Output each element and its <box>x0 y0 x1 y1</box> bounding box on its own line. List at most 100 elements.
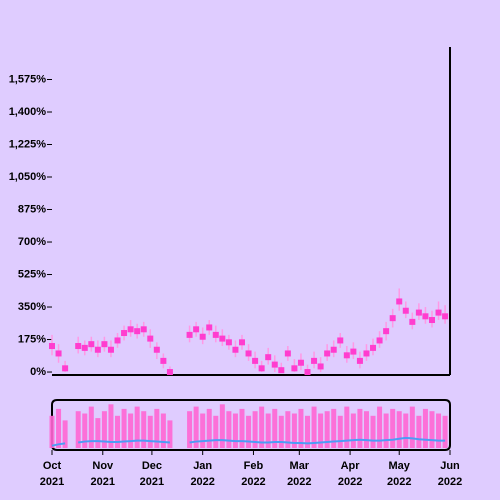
y-tick-label: 175% <box>18 333 46 345</box>
candle <box>442 313 449 320</box>
candle <box>121 330 128 337</box>
volume-bar <box>167 420 173 448</box>
volume-ma-line <box>78 439 170 444</box>
y-tick-label: 1,225% <box>9 138 47 150</box>
volume-bar <box>239 408 245 448</box>
candle <box>350 348 357 355</box>
candle <box>265 354 272 361</box>
volume-bar <box>154 408 160 448</box>
x-tick-label: May 2022 <box>387 460 411 488</box>
candle <box>409 318 416 325</box>
x-tick-label: Mar 2022 <box>287 460 311 488</box>
volume-bar <box>246 415 252 448</box>
candle <box>363 350 370 357</box>
volume-bar <box>409 406 415 448</box>
candle <box>415 309 422 316</box>
candle <box>330 346 337 353</box>
candle <box>199 333 206 340</box>
candle <box>291 365 298 372</box>
candle <box>271 361 278 368</box>
x-tick-label: Nov 2021 <box>91 460 115 488</box>
candle <box>107 346 114 353</box>
candle <box>219 335 226 342</box>
volume-bar <box>200 413 206 448</box>
candle <box>383 328 390 335</box>
volume-bar <box>252 411 258 448</box>
volume-bar <box>416 415 422 448</box>
volume-bar <box>265 413 271 448</box>
candle <box>297 359 304 366</box>
volume-bar <box>121 408 127 448</box>
y-tick-label: 1,400% <box>9 106 47 118</box>
volume-bar <box>219 404 225 448</box>
candle <box>337 337 344 344</box>
volume-bar <box>357 408 363 448</box>
volume-bar <box>141 411 147 448</box>
volume-bar <box>422 408 428 448</box>
volume-bar <box>213 415 219 448</box>
candle <box>252 357 259 364</box>
volume-bar <box>115 415 121 448</box>
volume-bar <box>390 408 396 448</box>
candle <box>278 367 285 374</box>
volume-bar <box>396 411 402 448</box>
candle <box>225 339 232 346</box>
x-tick-label: Dec 2021 <box>140 460 164 488</box>
candle <box>166 369 173 376</box>
volume-panel <box>51 399 451 451</box>
volume-bar <box>62 420 68 448</box>
candle <box>370 344 377 351</box>
volume-bar <box>331 408 337 448</box>
volume-bar <box>134 406 140 448</box>
x-tick-label: Jun 2022 <box>438 460 462 488</box>
candle <box>232 346 239 353</box>
volume-bar <box>272 408 278 448</box>
y-tick-label: 350% <box>18 301 46 313</box>
x-tick-label: Jan 2022 <box>190 460 214 488</box>
volume-bar <box>337 415 343 448</box>
volume-bar <box>56 408 62 448</box>
volume-bar <box>285 411 291 448</box>
candle <box>389 315 396 322</box>
volume-bar <box>101 411 107 448</box>
volume-bar <box>95 418 101 448</box>
candle <box>94 346 101 353</box>
volume-bar <box>377 406 383 448</box>
candle <box>284 350 291 357</box>
volume-bar <box>436 413 442 448</box>
volume-bar <box>82 413 88 448</box>
candle <box>193 326 200 333</box>
candle <box>343 352 350 359</box>
volume-bar <box>311 406 317 448</box>
candle <box>49 343 55 350</box>
volume-bar <box>226 411 232 448</box>
candle <box>147 335 154 342</box>
volume-bar <box>193 406 199 448</box>
volume-bar <box>108 404 114 448</box>
candle <box>75 343 82 350</box>
x-tick-label: Apr 2022 <box>338 460 362 488</box>
y-tick-label: 875% <box>18 203 46 215</box>
candle <box>317 363 324 370</box>
volume-bar <box>324 411 330 448</box>
y-tick-label: 700% <box>18 236 46 248</box>
volume-bar <box>128 413 134 448</box>
candle <box>435 309 442 316</box>
candle <box>101 341 108 348</box>
candle <box>258 365 265 372</box>
candle <box>324 350 331 357</box>
candle <box>422 313 429 320</box>
candle <box>140 326 147 333</box>
volume-bar <box>442 415 448 448</box>
volume-bar <box>160 413 166 448</box>
candle <box>186 331 193 338</box>
candle <box>356 357 363 364</box>
candle <box>304 369 311 376</box>
y-tick-label: 525% <box>18 268 46 280</box>
volume-bar <box>429 411 435 448</box>
volume-bar <box>259 406 265 448</box>
volume-bar <box>206 408 212 448</box>
candle <box>153 346 160 353</box>
volume-bar <box>383 413 389 448</box>
